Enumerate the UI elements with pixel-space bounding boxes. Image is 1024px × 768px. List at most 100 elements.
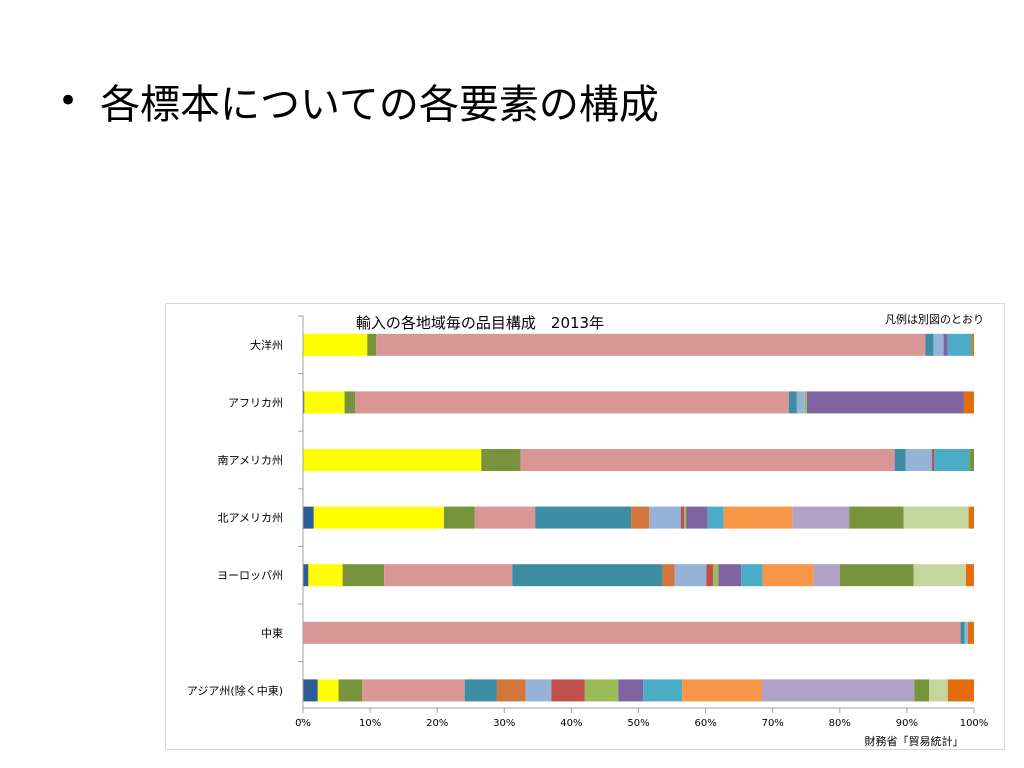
bar-segment [496, 679, 526, 702]
bar-segment [905, 449, 932, 471]
bar-segment [512, 564, 663, 587]
bar-segment [761, 679, 915, 702]
bar-segment [464, 679, 497, 702]
bar-segment [969, 449, 974, 471]
bar-segment [525, 679, 552, 702]
bar-segment [967, 621, 974, 644]
bar-segment [963, 391, 974, 414]
y-tick-label: 南アメリカ州 [218, 454, 283, 467]
bar-segment [914, 679, 930, 702]
bar-segment [474, 506, 536, 529]
bar-segment [303, 621, 961, 644]
bar-segment [308, 564, 343, 587]
bar-segment [792, 506, 850, 529]
bar-segment [686, 506, 708, 529]
bar-segment [338, 679, 363, 702]
bar-segment [342, 564, 385, 587]
bar-segment [804, 391, 807, 414]
x-tick-label: 0% [295, 718, 311, 729]
bar-segment [344, 391, 356, 414]
bar-segment [707, 506, 724, 529]
bar-segment [965, 564, 974, 587]
bar-segment [960, 621, 965, 644]
bar-segment [481, 449, 521, 471]
slide-title: • 各標本についての各要素の構成 [58, 72, 659, 130]
bar-segment [933, 333, 944, 356]
bar-segment [303, 506, 314, 529]
y-tick-label: アジア州(除く中東) [187, 683, 283, 697]
bar-segment [762, 564, 814, 587]
bar-segment [304, 391, 345, 414]
bar-segment [584, 679, 619, 702]
y-tick-label: ヨーロッパ州 [217, 569, 283, 582]
bar-segment [903, 506, 969, 529]
slide-title-text: 各標本についての各要素の構成 [100, 82, 659, 128]
bar-segment [535, 506, 632, 529]
y-tick-label: 北アメリカ州 [218, 512, 283, 525]
bar-segment [796, 391, 805, 414]
stacked-bar-chart: 輸入の各地域毎の品目構成 2013年 凡例は別図のとおり 財務省「貿易統計」 大… [187, 312, 989, 748]
bar-segment [788, 391, 797, 414]
bar-segment [631, 506, 650, 529]
bar-segment [934, 449, 970, 471]
bar-segment [931, 449, 935, 471]
source-note: 財務省「貿易統計」 [865, 734, 964, 748]
bar-segment [682, 679, 762, 702]
bullet-dot: • [58, 81, 79, 121]
bar-segment [362, 679, 465, 702]
bar-segment [839, 564, 914, 587]
y-tick-label: 大洋州 [250, 338, 283, 352]
bar-segment [643, 679, 683, 702]
y-tick-label: アフリカ州 [228, 396, 283, 409]
bar-segment [929, 679, 948, 702]
bar-segment [723, 506, 793, 529]
x-tick-label: 90% [896, 718, 918, 729]
bar-segment [303, 449, 482, 471]
bar-segment [649, 506, 681, 529]
x-tick-label: 30% [493, 718, 515, 729]
y-tick-label: 中東 [261, 627, 283, 640]
x-tick-label: 50% [627, 718, 649, 729]
bar-segment [367, 333, 377, 356]
bar-segment [947, 679, 974, 702]
bar-segment [551, 679, 585, 702]
chart-frame: 輸入の各地域毎の品目構成 2013年 凡例は別図のとおり 財務省「貿易統計」 大… [165, 303, 1005, 750]
bar-segment [674, 564, 707, 587]
bar-segment [618, 679, 644, 702]
bar-segment [303, 679, 318, 702]
bar-segment [303, 333, 368, 356]
bar-segment [303, 564, 309, 587]
x-tick-label: 100% [960, 718, 989, 729]
x-tick-label: 80% [829, 718, 851, 729]
bar-segment [947, 333, 972, 356]
bar-segment [971, 333, 973, 356]
bar-segment [913, 564, 966, 587]
bar-segment [718, 564, 742, 587]
x-tick-label: 20% [426, 718, 448, 729]
x-tick-label: 10% [359, 718, 381, 729]
bar-segment [662, 564, 675, 587]
bar-segment [813, 564, 840, 587]
bar-segment [849, 506, 904, 529]
bar-segment [684, 506, 687, 529]
bar-segment [741, 564, 763, 587]
x-tick-label: 70% [762, 718, 784, 729]
bar-segment [712, 564, 719, 587]
bar-segment [313, 506, 444, 529]
x-tick-label: 40% [560, 718, 582, 729]
bar-segment [384, 564, 513, 587]
chart-title: 輸入の各地域毎の品目構成 2013年 [356, 314, 604, 332]
bar-segment [972, 333, 974, 356]
bar-segment [925, 333, 934, 356]
bar-segment [680, 506, 685, 529]
bar-segment [443, 506, 475, 529]
bar-segment [968, 506, 974, 529]
bar-segment [894, 449, 906, 471]
bar-segment [806, 391, 964, 414]
bar-segment [303, 391, 305, 414]
bar-segment [964, 621, 968, 644]
bar-segment [376, 333, 926, 356]
bar-segment [520, 449, 895, 471]
x-tick-label: 60% [694, 718, 716, 729]
